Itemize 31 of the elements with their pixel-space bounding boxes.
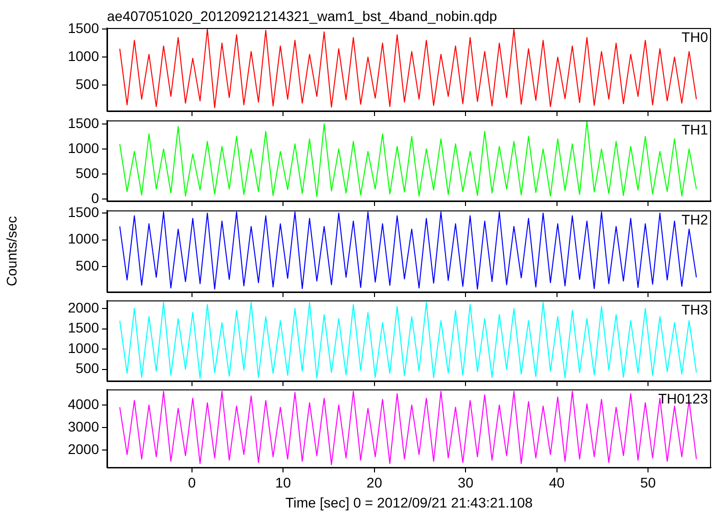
y-tick-label: 500 (76, 76, 100, 92)
x-tick-label: 40 (549, 474, 565, 491)
y-tick-label: 2000 (68, 299, 100, 316)
x-tick-label: 10 (275, 474, 292, 491)
y-tick-label: 1500 (68, 20, 100, 36)
y-tick-label: 1000 (68, 48, 100, 64)
y-tick-label: 500 (76, 360, 100, 376)
y-tick-label: 500 (76, 164, 100, 181)
annotation: TH2 (682, 211, 708, 228)
y-tick-label: 1500 (68, 320, 100, 336)
y-tick-label: 1000 (68, 230, 100, 247)
y-tick-label: 2000 (68, 440, 100, 457)
y-tick-label: 0 (91, 190, 100, 206)
x-tick-label: 20 (366, 474, 382, 491)
x-tick-label: 30 (458, 474, 474, 491)
y-tick-label: 1000 (68, 140, 100, 156)
annotation: TH3 (682, 301, 708, 318)
y-axis-title: Counts/sec (3, 216, 20, 286)
annotation: TH0 (682, 28, 708, 45)
y-tick-label: 500 (76, 257, 100, 274)
y-tick-label: 1500 (68, 114, 100, 131)
y-tick-label: 4000 (68, 396, 100, 412)
annotation: TH1 (682, 121, 708, 138)
y-tick-label: 3000 (68, 418, 100, 434)
x-tick-label: 50 (640, 474, 656, 491)
y-tick-label: 1500 (68, 204, 100, 220)
y-tick-label: 1000 (68, 340, 100, 356)
chart-title: ae407051020_20120921214321_wam1_bst_4band_nobin.qdp (107, 8, 498, 24)
annotation: TH0123 (658, 390, 708, 406)
x-axis-title: Time [sec] 0 = 2012/09/21 21:43:21.108 (285, 494, 533, 510)
x-tick-label: 0 (188, 474, 196, 491)
